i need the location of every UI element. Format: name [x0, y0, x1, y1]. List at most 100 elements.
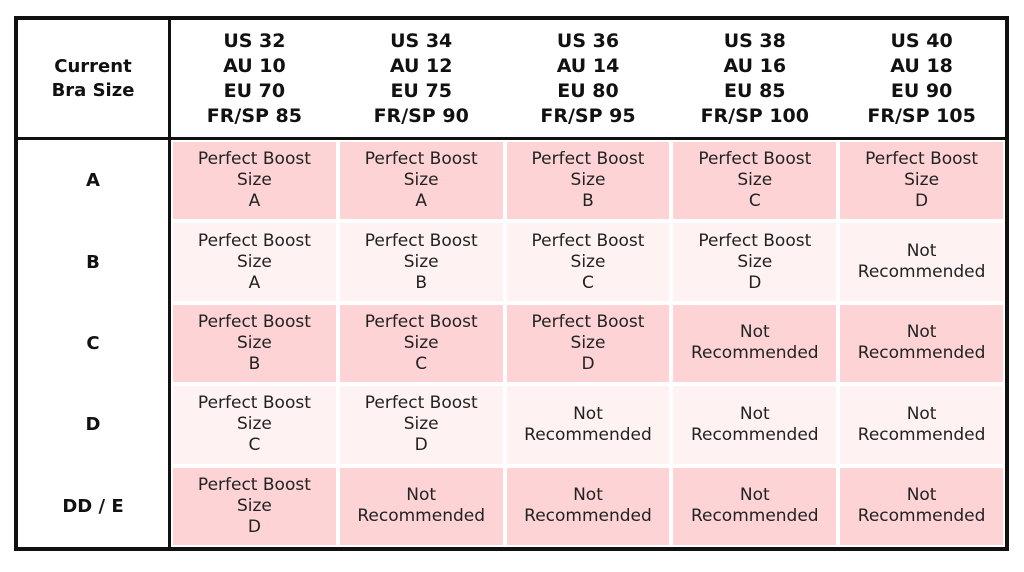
size-cell: Perfect Boost Size D — [673, 223, 837, 301]
cell-line-1: Perfect Boost — [197, 311, 311, 332]
cell-line-2: Size — [904, 170, 940, 191]
size-cell: Not Recommended — [840, 304, 1003, 383]
header-au: AU 18 — [890, 54, 953, 77]
cell-line-2: Recommended — [524, 424, 652, 445]
cell-line-3: A — [248, 272, 261, 293]
size-cell: Not Recommended — [506, 386, 670, 464]
cell-line-2: Size — [403, 251, 439, 272]
cell-line-2: Size — [236, 170, 272, 191]
corner-line-1: Current — [54, 55, 132, 77]
size-cell: Perfect Boost Size A — [173, 223, 336, 301]
header-frsp: FR/SP 100 — [700, 104, 809, 127]
cell-line-1: Perfect Boost — [197, 230, 311, 251]
size-cell: Perfect Boost Size B — [339, 223, 503, 301]
header-frsp: FR/SP 90 — [373, 104, 469, 127]
column-header-us-38: US 38 AU 16 EU 85 FR/SP 100 — [671, 20, 839, 140]
cell-line-2: Size — [737, 170, 773, 191]
cell-line-3: C — [582, 272, 594, 293]
size-cell: Not Recommended — [506, 467, 670, 545]
cell-line-3: B — [415, 272, 428, 293]
header-eu: EU 70 — [223, 79, 286, 102]
header-eu: EU 85 — [724, 79, 786, 102]
header-frsp: FR/SP 85 — [206, 104, 302, 127]
corner-line-2: Bra Size — [51, 79, 135, 101]
cell-line-1: Not — [406, 485, 437, 506]
header-frsp: FR/SP 105 — [867, 104, 976, 127]
cell-line-2: Recommended — [524, 506, 652, 527]
size-cell: Perfect Boost Size D — [840, 142, 1003, 220]
cell-line-1: Perfect Boost — [531, 311, 645, 332]
header-au: AU 14 — [556, 54, 620, 77]
header-eu: EU 75 — [390, 79, 452, 102]
cell-line-2: Size — [570, 332, 606, 353]
cell-line-3: A — [248, 191, 261, 212]
cell-line-1: Perfect Boost — [531, 230, 645, 251]
cell-line-2: Size — [403, 414, 439, 435]
cell-line-2: Recommended — [857, 343, 986, 364]
column-header-us-34: US 34 AU 12 EU 75 FR/SP 90 — [337, 20, 505, 140]
row-header-b: B — [18, 221, 171, 303]
size-cell: Not Recommended — [673, 386, 837, 464]
cell-line-2: Size — [570, 170, 606, 191]
cell-line-2: Size — [236, 495, 272, 516]
column-header-us-32: US 32 AU 10 EU 70 FR/SP 85 — [171, 20, 338, 140]
size-cell: Perfect Boost Size A — [339, 142, 503, 220]
cell-line-1: Perfect Boost — [364, 149, 478, 170]
cell-line-3: D — [581, 353, 595, 374]
size-cell: Perfect Boost Size C — [339, 304, 503, 383]
header-au: AU 16 — [723, 54, 787, 77]
row-header-dd-e: DD / E — [18, 465, 171, 547]
cell-line-2: Size — [403, 170, 439, 191]
cell-line-2: Recommended — [857, 262, 986, 283]
cell-line-1: Perfect Boost — [698, 149, 812, 170]
cell-line-2: Size — [570, 251, 606, 272]
corner-header: Current Bra Size — [18, 20, 171, 140]
size-cell: Perfect Boost Size C — [173, 386, 336, 464]
cell-line-1: Perfect Boost — [197, 393, 311, 414]
header-us: US 34 — [390, 29, 453, 52]
cell-line-1: Perfect Boost — [698, 230, 812, 251]
cell-line-3: B — [582, 191, 594, 212]
size-cell: Perfect Boost Size D — [339, 386, 503, 464]
cell-line-2: Size — [737, 251, 773, 272]
header-eu: EU 80 — [557, 79, 619, 102]
size-cell: Not Recommended — [840, 467, 1003, 545]
cell-line-2: Recommended — [857, 424, 986, 445]
cell-line-3: C — [415, 353, 428, 374]
row-header-c: C — [18, 302, 171, 385]
size-cell: Perfect Boost Size A — [173, 142, 336, 220]
header-us: US 36 — [556, 29, 620, 52]
cell-line-1: Not — [906, 403, 937, 424]
cell-line-1: Perfect Boost — [197, 474, 311, 495]
header-us: US 32 — [223, 29, 286, 52]
cell-line-3: D — [247, 516, 261, 537]
cell-line-1: Not — [906, 322, 937, 343]
size-cell: Perfect Boost Size C — [673, 142, 837, 220]
size-cell: Perfect Boost Size B — [506, 142, 670, 220]
size-cell: Not Recommended — [840, 386, 1003, 464]
cell-line-1: Perfect Boost — [197, 149, 311, 170]
cell-line-2: Size — [236, 332, 272, 353]
cell-line-2: Recommended — [690, 506, 819, 527]
cell-line-1: Perfect Boost — [364, 393, 478, 414]
header-us: US 38 — [723, 29, 786, 52]
cell-line-1: Perfect Boost — [531, 149, 645, 170]
size-chart: Current Bra Size US 32 AU 10 EU 70 FR/SP… — [14, 16, 1009, 551]
cell-line-1: Not — [739, 403, 770, 424]
header-eu: EU 90 — [890, 79, 953, 102]
cell-line-1: Perfect Boost — [865, 149, 979, 170]
cell-line-2: Size — [236, 251, 272, 272]
cell-line-2: Size — [236, 414, 272, 435]
cell-line-1: Not — [739, 485, 770, 506]
header-frsp: FR/SP 95 — [540, 104, 636, 127]
size-cell: Perfect Boost Size C — [506, 223, 670, 301]
cell-line-3: B — [248, 353, 261, 374]
cell-line-1: Not — [906, 241, 937, 262]
cell-line-1: Perfect Boost — [364, 230, 478, 251]
cell-line-3: D — [748, 272, 762, 293]
cell-line-2: Size — [403, 332, 439, 353]
cell-line-3: A — [415, 191, 428, 212]
cell-line-2: Recommended — [857, 506, 986, 527]
cell-line-1: Perfect Boost — [364, 311, 478, 332]
cell-line-2: Recommended — [690, 343, 819, 364]
